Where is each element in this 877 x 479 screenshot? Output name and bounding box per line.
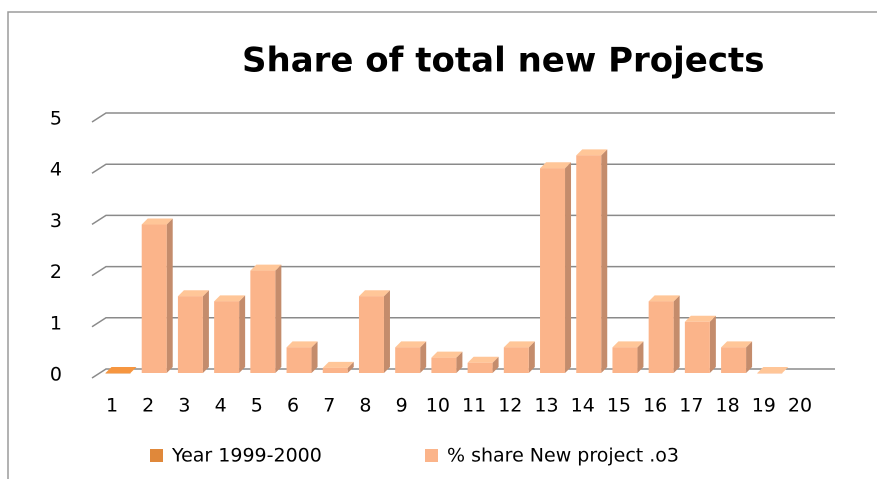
bar: [105, 373, 131, 374]
legend-swatch: [425, 449, 438, 462]
x-tick-label: 1: [106, 395, 118, 417]
bar-side: [709, 315, 716, 373]
bar-side: [528, 341, 535, 373]
bar: [612, 347, 638, 373]
x-tick-label: 2: [142, 395, 154, 417]
bar-side: [420, 341, 427, 373]
bar: [684, 321, 710, 373]
bar: [576, 155, 602, 373]
x-tick-label: 18: [715, 395, 739, 417]
x-tick-label: 11: [462, 395, 486, 417]
x-tick-label: 20: [788, 395, 812, 417]
bar: [322, 367, 348, 373]
bar-side: [492, 356, 499, 373]
bar: [503, 347, 529, 373]
bar: [141, 224, 167, 373]
x-tick-label: 13: [534, 395, 558, 417]
bar-top: [757, 367, 789, 373]
x-tick-label: 8: [359, 395, 371, 417]
bar: [286, 347, 312, 373]
bar: [721, 347, 747, 373]
bar-top: [177, 290, 209, 297]
bar-top: [721, 341, 753, 348]
bar-side: [456, 351, 463, 373]
bar-side: [383, 290, 390, 373]
x-tick-label: 3: [178, 395, 190, 417]
bar: [250, 270, 276, 373]
x-tick-label: 12: [498, 395, 522, 417]
bar-top: [503, 341, 535, 348]
bar-side: [202, 290, 209, 373]
x-tick-label: 17: [679, 395, 703, 417]
bar-top: [141, 218, 173, 225]
bar-top: [395, 341, 427, 348]
x-tick-label: 16: [643, 395, 667, 417]
bar-top: [214, 295, 246, 302]
x-tick-label: 5: [251, 395, 263, 417]
bar-top: [684, 315, 716, 322]
bar-top: [250, 264, 282, 271]
bar: [177, 296, 203, 373]
bar-top: [358, 290, 390, 297]
y-tick-label: 5: [50, 108, 62, 130]
bar-top: [105, 367, 137, 373]
bar: [431, 357, 457, 373]
bar-side: [239, 295, 246, 373]
bar-side: [166, 218, 173, 373]
x-tick-label: 19: [752, 395, 776, 417]
x-tick-label: 9: [396, 395, 408, 417]
bar-side: [275, 264, 282, 373]
bar-top: [467, 356, 499, 363]
bar-top: [576, 149, 608, 156]
x-tick-label: 14: [571, 395, 595, 417]
bar-top: [540, 162, 572, 169]
x-tick-label: 10: [426, 395, 450, 417]
bar-side: [746, 341, 753, 373]
x-tick-label: 7: [323, 395, 335, 417]
y-tick-label: 4: [50, 159, 62, 181]
bar-side: [311, 341, 318, 373]
bar: [467, 362, 493, 373]
bar-side: [673, 295, 680, 373]
bar-top: [286, 341, 318, 348]
bar: [395, 347, 421, 373]
bar-side: [565, 162, 572, 373]
x-tick-label: 4: [215, 395, 227, 417]
y-tick-label: 2: [50, 261, 62, 283]
bar: [358, 296, 384, 373]
x-tick-label: 6: [287, 395, 299, 417]
bar-top: [431, 351, 463, 358]
y-tick-label: 1: [50, 312, 62, 334]
bar-top: [648, 295, 680, 302]
chart-title: Share of total new Projects: [242, 41, 765, 81]
grid-line: [91, 112, 835, 123]
bar: [540, 168, 566, 373]
bar: [757, 373, 783, 374]
bar: [214, 301, 240, 373]
x-tick-label: 15: [607, 395, 631, 417]
y-tick-label: 3: [50, 210, 62, 232]
bar-top: [612, 341, 644, 348]
bar: [648, 301, 674, 373]
bar-top: [322, 361, 354, 368]
bar-side: [347, 361, 354, 373]
legend-label: % share New project .o3: [447, 445, 679, 467]
y-tick-label: 0: [50, 364, 62, 386]
bar-side: [637, 341, 644, 373]
legend-swatch: [150, 449, 163, 462]
bar-side: [601, 149, 608, 373]
legend-label: Year 1999-2000: [171, 445, 322, 467]
